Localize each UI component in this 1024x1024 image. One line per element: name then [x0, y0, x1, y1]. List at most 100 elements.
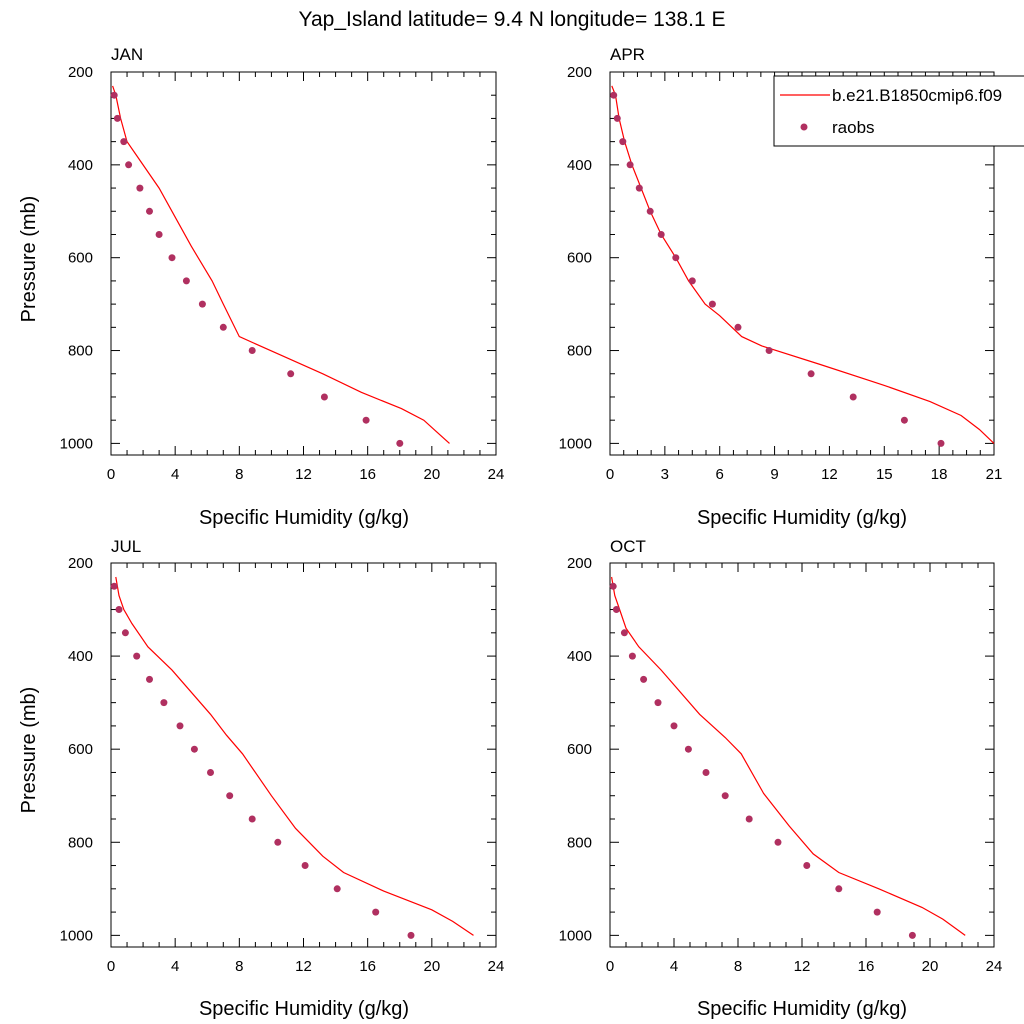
- model-line: [611, 576, 966, 936]
- obs-point: [287, 370, 295, 378]
- x-tick-label: 20: [423, 958, 440, 975]
- legend: b.e21.B1850cmip6.f09 raobs: [773, 75, 1024, 147]
- panel-oct: OCT Specific Humidity (g/kg): [610, 537, 907, 1020]
- x-tick-label: 12: [794, 958, 811, 975]
- obs-point: [182, 277, 190, 285]
- y-tick-label: 800: [567, 343, 592, 360]
- obs-point: [635, 184, 643, 192]
- legend-model-label: b.e21.B1850cmip6.f09: [832, 86, 1002, 105]
- obs-point: [207, 769, 214, 776]
- obs-point: [146, 207, 153, 215]
- obs-point: [908, 931, 916, 939]
- obs-point: [301, 862, 309, 869]
- obs-point: [160, 699, 168, 707]
- x-tick-label: 6: [716, 466, 724, 483]
- x-tick-label: 8: [734, 958, 742, 975]
- obs-point: [628, 652, 636, 660]
- panel-jul: JUL Specific Humidity (g/kg) Pressure (m…: [18, 537, 409, 1020]
- obs-point: [654, 699, 662, 707]
- obs-point: [372, 908, 380, 916]
- obs-point: [688, 277, 696, 285]
- x-tick-label: 24: [986, 958, 1003, 975]
- panel-apr-xlabel: Specific Humidity (g/kg): [697, 507, 907, 529]
- obs-point: [670, 722, 678, 730]
- y-tick-label: 200: [567, 64, 592, 81]
- x-tick-label: 24: [488, 466, 505, 483]
- legend-box: [773, 75, 1024, 147]
- panel-jul-label: JUL: [111, 537, 141, 556]
- obs-point: [684, 745, 692, 753]
- panel-oct-xlabel: Specific Humidity (g/kg): [697, 998, 907, 1020]
- obs-point: [362, 416, 370, 424]
- legend-obs-label: raobs: [832, 118, 875, 137]
- obs-point: [612, 606, 620, 613]
- obs-point: [125, 161, 133, 169]
- y-tick-label: 200: [68, 64, 93, 81]
- obs-point: [708, 300, 716, 308]
- obs-point: [609, 582, 617, 590]
- obs-point: [849, 393, 857, 401]
- panel-apr: APR Specific Humidity (g/kg): [610, 45, 907, 529]
- obs-point: [626, 161, 634, 169]
- x-tick-label: 16: [359, 958, 376, 975]
- x-tick-label: 0: [107, 958, 115, 975]
- obs-point: [657, 231, 665, 238]
- obs-point: [155, 231, 163, 238]
- x-tick-label: 8: [235, 466, 243, 483]
- obs-point: [115, 606, 123, 613]
- x-tick-label: 3: [661, 466, 669, 483]
- obs-point: [190, 745, 198, 753]
- panel-oct-frame: [609, 562, 995, 948]
- obs-point: [672, 254, 680, 262]
- obs-point: [835, 885, 843, 893]
- obs-point: [226, 792, 234, 800]
- obs-point: [168, 254, 176, 262]
- y-tick-label: 1000: [559, 435, 592, 452]
- obs-point: [320, 393, 328, 401]
- obs-point: [620, 629, 628, 637]
- obs-point: [646, 207, 654, 215]
- y-tick-label: 200: [567, 555, 592, 572]
- y-tick-label: 800: [68, 343, 93, 360]
- legend-obs-marker-sample: [800, 123, 808, 131]
- obs-point: [734, 323, 742, 331]
- obs-point: [113, 114, 121, 122]
- panel-jul-xlabel: Specific Humidity (g/kg): [199, 998, 409, 1020]
- obs-point: [613, 114, 621, 122]
- y-tick-label: 400: [567, 157, 592, 174]
- obs-point: [721, 792, 729, 800]
- y-tick-label: 600: [68, 741, 93, 758]
- model-line: [115, 576, 474, 936]
- obs-point: [248, 815, 256, 823]
- x-tick-label: 18: [931, 466, 948, 483]
- obs-point: [110, 91, 118, 99]
- y-tick-label: 200: [68, 555, 93, 572]
- model-line: [112, 85, 450, 444]
- obs-point: [120, 138, 128, 146]
- panel-apr-plot: 0 3 6 9 12 15 18 21 200 400 600 800 1000: [559, 64, 1003, 483]
- obs-point: [619, 138, 627, 146]
- x-tick-label: 0: [107, 466, 115, 483]
- x-tick-label: 4: [670, 958, 678, 975]
- x-tick-label: 16: [858, 958, 875, 975]
- obs-point: [873, 908, 881, 916]
- obs-point: [274, 838, 282, 846]
- x-tick-label: 0: [606, 466, 614, 483]
- obs-point: [146, 675, 153, 683]
- x-tick-label: 0: [606, 958, 614, 975]
- y-tick-label: 600: [68, 250, 93, 267]
- y-tick-label: 1000: [60, 435, 93, 452]
- obs-point: [774, 838, 782, 846]
- panel-jan: JAN Specific Humidity (g/kg) Pressure (m…: [18, 45, 409, 529]
- obs-point: [133, 652, 141, 660]
- y-tick-label: 1000: [60, 927, 93, 944]
- x-tick-label: 24: [488, 958, 505, 975]
- panel-jan-plot: 0 4 8 12 16 20 24 200 400 600 800 1000: [60, 64, 505, 483]
- obs-point: [198, 300, 206, 308]
- obs-point: [176, 722, 184, 730]
- y-tick-label: 600: [567, 741, 592, 758]
- x-tick-label: 12: [821, 466, 838, 483]
- y-tick-label: 800: [68, 834, 93, 851]
- obs-point: [110, 582, 118, 590]
